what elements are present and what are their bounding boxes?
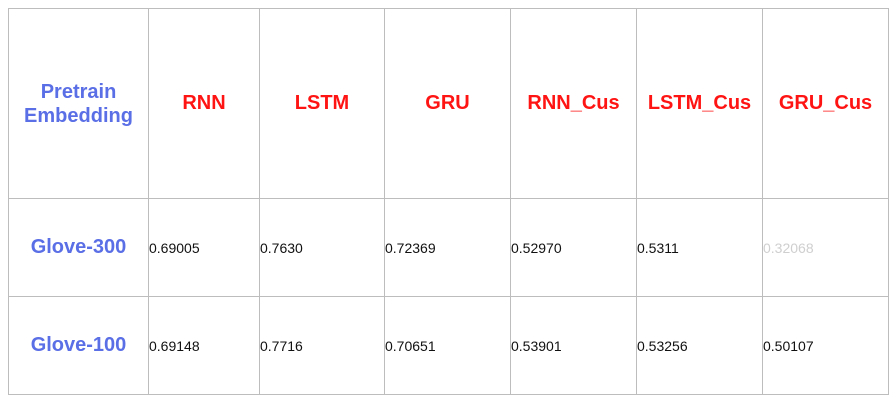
- column-header-lstm-cus: LSTM_Cus: [636, 8, 763, 199]
- column-header-lstm: LSTM: [259, 8, 385, 199]
- cell-glove-100-gru-cus: 0.50107: [762, 296, 889, 395]
- cell-glove-100-rnn-cus: 0.53901: [510, 296, 637, 395]
- cell-glove-100-lstm-cus: 0.53256: [636, 296, 763, 395]
- column-header-rnn: RNN: [148, 8, 260, 199]
- table-row-glove-300: Glove-300 0.69005 0.7630 0.72369 0.52970…: [8, 198, 889, 297]
- corner-header-line-1: Pretrain: [40, 80, 117, 103]
- column-header-rnn-cus: RNN_Cus: [510, 8, 637, 199]
- cell-glove-100-rnn: 0.69148: [148, 296, 260, 395]
- row-label-glove-300: Glove-300: [8, 198, 149, 297]
- results-table: Pretrain Embedding RNN LSTM GRU RNN_Cus …: [8, 8, 889, 395]
- row-label-glove-100: Glove-100: [8, 296, 149, 395]
- header-row: Pretrain Embedding RNN LSTM GRU RNN_Cus …: [8, 8, 889, 199]
- cell-glove-100-gru: 0.70651: [384, 296, 511, 395]
- cell-glove-300-rnn-cus: 0.52970: [510, 198, 637, 297]
- table-row-glove-100: Glove-100 0.69148 0.7716 0.70651 0.53901…: [8, 296, 889, 395]
- corner-header: Pretrain Embedding: [8, 8, 149, 199]
- cell-glove-300-gru-cus: 0.32068: [762, 198, 889, 297]
- column-header-gru-cus: GRU_Cus: [762, 8, 889, 199]
- column-header-gru: GRU: [384, 8, 511, 199]
- cell-glove-300-gru: 0.72369: [384, 198, 511, 297]
- cell-glove-300-lstm: 0.7630: [259, 198, 385, 297]
- cell-glove-300-rnn: 0.69005: [148, 198, 260, 297]
- cell-glove-300-lstm-cus: 0.5311: [636, 198, 763, 297]
- corner-header-line-2: Embedding: [24, 104, 133, 127]
- cell-glove-100-lstm: 0.7716: [259, 296, 385, 395]
